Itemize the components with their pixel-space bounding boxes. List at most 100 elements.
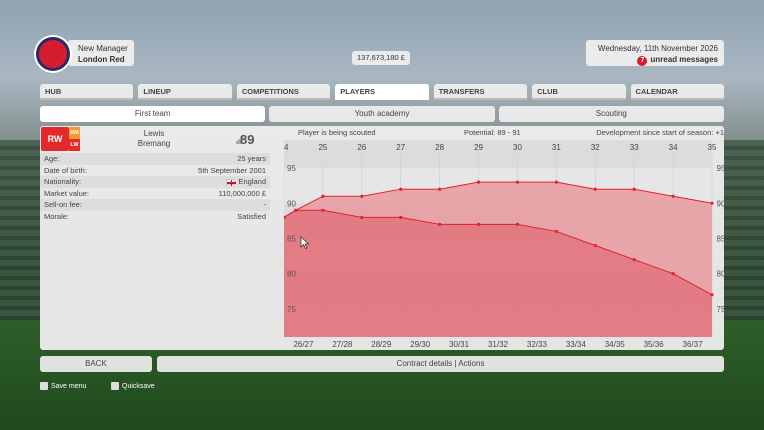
- current-point: [438, 222, 442, 226]
- chart-band: [284, 140, 712, 169]
- subtab-scouting[interactable]: Scouting: [498, 106, 724, 122]
- current-area: [284, 210, 712, 337]
- unread-count-badge: 7: [637, 56, 648, 66]
- potential-point: [360, 194, 364, 198]
- y-tick-label-left: 95: [287, 164, 296, 173]
- info-row: Age: 25 years: [40, 153, 270, 165]
- y-tick-label-right: 80: [717, 270, 724, 279]
- current-point: [515, 222, 520, 226]
- y-tick-label-left: 85: [287, 234, 296, 243]
- info-value: Satisfied: [237, 211, 266, 221]
- contract-actions-button[interactable]: Contract details | Actions: [157, 356, 724, 372]
- potential-point: [632, 187, 636, 191]
- main-nav: HUB LINEUP COMPETITIONS PLAYERS TRANSFER…: [40, 84, 724, 100]
- tab-lineup[interactable]: LINEUP: [138, 84, 232, 100]
- current-point: [710, 293, 714, 297]
- x-age-tick-label: 24: [284, 143, 289, 152]
- unread-messages[interactable]: 7 unread messages: [592, 54, 718, 66]
- x-age-tick-label: 26: [357, 143, 366, 152]
- manager-name: New Manager: [78, 44, 128, 53]
- potential-point: [554, 180, 558, 184]
- potential-point: [710, 201, 714, 205]
- development-chart-svg: 24 25 26 27 28 29 30 31 32 33 34 35 26/27 27/28 28/29 2…: [284, 140, 724, 349]
- player-last-name: Bremang: [137, 139, 171, 148]
- y-tick-label-right: 85: [717, 234, 724, 243]
- info-row: Market value: 110,000,000 £: [40, 188, 270, 200]
- development-chart: 24 25 26 27 28 29 30 31 32 33 34 35 26/27 27/28 28/29 2…: [284, 140, 724, 350]
- info-row: Nationality: England: [40, 176, 270, 188]
- current-point: [476, 222, 481, 226]
- y-tick-label-right: 95: [717, 164, 724, 173]
- y-tick-label-left: 75: [287, 305, 296, 314]
- current-point: [671, 272, 675, 276]
- tab-hub[interactable]: HUB: [40, 84, 134, 100]
- info-label: Age:: [44, 154, 60, 163]
- x-age-tick-label: 32: [591, 143, 600, 152]
- info-row: Morale: Satisfied: [40, 211, 270, 223]
- potential-point: [593, 187, 597, 191]
- tab-calendar[interactable]: CALENDAR: [630, 84, 724, 100]
- position-alt-badge: RM: [69, 127, 80, 139]
- keyboard-key-icon: [40, 382, 48, 390]
- x-age-tick-label: 34: [669, 143, 678, 152]
- info-label: Morale:: [44, 211, 70, 221]
- info-value: -: [263, 200, 267, 209]
- x-age-tick-label: 29: [474, 143, 483, 152]
- x-season-tick-label: 29/30: [410, 340, 431, 349]
- current-point: [360, 215, 364, 219]
- date-messages-box[interactable]: Wednesday, 11th November 2026 7 unread me…: [586, 40, 724, 66]
- unread-label: unread messages: [650, 55, 718, 64]
- sub-nav: First team Youth academy Scouting: [40, 106, 724, 122]
- x-season-tick-label: 32/33: [527, 340, 548, 349]
- y-tick-label-right: 75: [717, 305, 724, 314]
- info-value: 110,000,000 £: [218, 188, 266, 198]
- player-info-table: Age: 25 years Date of birth: 5th Septemb…: [40, 153, 270, 222]
- tab-players[interactable]: PLAYERS: [335, 84, 429, 100]
- current-point: [284, 215, 286, 219]
- info-value: 5th September 2001: [198, 165, 266, 175]
- player-first-name: Lewis: [143, 129, 165, 138]
- manager-info[interactable]: New Manager London Red: [68, 40, 134, 66]
- player-rating: 89: [240, 132, 255, 147]
- tab-competitions[interactable]: COMPETITIONS: [236, 84, 331, 100]
- chart-header: Player is being scouted Potential: 89 - …: [284, 128, 724, 140]
- club-badge-icon: [36, 37, 70, 71]
- info-label: Nationality:: [44, 177, 82, 186]
- mouse-cursor-icon: [300, 236, 310, 250]
- england-flag-icon: [226, 179, 237, 187]
- potential-point: [515, 180, 520, 184]
- current-point: [321, 208, 325, 212]
- subtab-first-team[interactable]: First team: [40, 106, 266, 122]
- quicksave-hint[interactable]: Quicksave: [111, 382, 155, 390]
- tab-club[interactable]: CLUB: [532, 84, 626, 100]
- x-season-tick-label: 35/36: [644, 340, 665, 349]
- back-button[interactable]: BACK: [40, 356, 152, 372]
- x-season-tick-label: 36/37: [683, 340, 704, 349]
- x-season-tick-label: 26/27: [293, 340, 314, 349]
- x-age-tick-label: 27: [396, 143, 405, 152]
- scouting-status: Player is being scouted: [298, 128, 376, 137]
- current-point: [294, 208, 298, 212]
- position-alt-badge: LW: [69, 139, 80, 151]
- current-date: Wednesday, 11th November 2026: [597, 44, 718, 53]
- x-season-tick-label: 28/29: [371, 340, 392, 349]
- x-season-tick-label: 31/32: [488, 340, 509, 349]
- quicksave-label: Quicksave: [122, 382, 155, 390]
- save-menu-hint[interactable]: Save menu: [40, 382, 86, 390]
- potential-point: [476, 180, 481, 184]
- y-tick-label-left: 80: [287, 270, 296, 279]
- y-tick-label-right: 90: [717, 199, 724, 208]
- potential-label: Potential: 89 - 91: [464, 128, 521, 137]
- x-season-tick-label: 27/28: [332, 340, 353, 349]
- x-age-tick-label: 30: [513, 143, 522, 152]
- info-row: Sell-on fee: -: [40, 199, 270, 211]
- club-name: London Red: [78, 55, 125, 64]
- tab-transfers[interactable]: TRANSFERS: [433, 84, 528, 100]
- x-age-tick-label: 35: [708, 143, 717, 152]
- subtab-youth-academy[interactable]: Youth academy: [269, 106, 495, 122]
- x-season-tick-label: 30/31: [449, 340, 470, 349]
- development-label: Development since start of season: +1: [596, 128, 724, 137]
- player-header: RW RM LW Lewis Bremang 89: [40, 126, 270, 152]
- save-menu-label: Save menu: [51, 382, 87, 390]
- current-point: [593, 243, 597, 248]
